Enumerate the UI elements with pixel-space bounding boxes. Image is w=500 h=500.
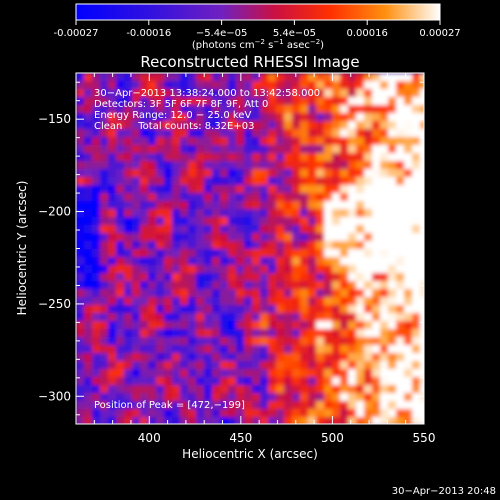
y-tick-label: −150 bbox=[38, 112, 71, 126]
y-tick-label: −300 bbox=[38, 389, 71, 403]
timestamp: 30−Apr−2013 20:48 bbox=[392, 486, 496, 497]
y-tick-label: −200 bbox=[38, 205, 71, 219]
x-axis-label: Heliocentric X (arcsec) bbox=[182, 447, 318, 461]
y-axis-label: Heliocentric Y (arcsec) bbox=[15, 181, 29, 316]
colorbar-ticks: -0.00027 -0.00016 −5.4e−05 5.4e−05 0.00016 0.… bbox=[54, 20, 461, 39]
annotation-clean-counts: Clean Total counts: 8.32E+03 bbox=[94, 121, 254, 132]
annotation-time-range: 30−Apr−2013 13:38:24.000 to 13:42:58.000 bbox=[94, 88, 320, 99]
colorbar-tick-label: -0.00027 bbox=[54, 28, 99, 39]
x-tick-label: 450 bbox=[229, 431, 252, 445]
annotation-block: 30−Apr−2013 13:38:24.000 to 13:42:58.000… bbox=[94, 88, 320, 132]
colorbar bbox=[75, 3, 441, 21]
x-tick-label: 500 bbox=[321, 431, 344, 445]
annotation-detectors: Detectors: 3F 5F 6F 7F 8F 9F, Att 0 bbox=[94, 99, 268, 110]
x-tick-label: 550 bbox=[413, 431, 436, 445]
colorbar-tick-label: −5.4e−05 bbox=[196, 28, 248, 39]
colorbar-tick-label: 5.4e−05 bbox=[273, 28, 316, 39]
heatmap-image bbox=[76, 73, 424, 424]
peak-position-label: Position of Peak = [472,−199] bbox=[94, 400, 245, 411]
colorbar-tick-label: 0.00016 bbox=[347, 28, 388, 39]
annotation-energy: Energy Range: 12.0 − 25.0 keV bbox=[94, 110, 251, 121]
colorbar-units-label: (photons cm−2 s−1 asec−2) bbox=[192, 38, 324, 51]
colorbar-tick-label: -0.00016 bbox=[126, 28, 171, 39]
x-tick-label: 400 bbox=[138, 431, 161, 445]
chart-title: Reconstructed RHESSI Image bbox=[140, 53, 359, 71]
axis-ticks: 400 450 500 550 −150 −200 −250 −300 bbox=[38, 73, 435, 445]
y-tick-label: −250 bbox=[38, 297, 71, 311]
colorbar-tick-label: 0.00027 bbox=[419, 28, 460, 39]
